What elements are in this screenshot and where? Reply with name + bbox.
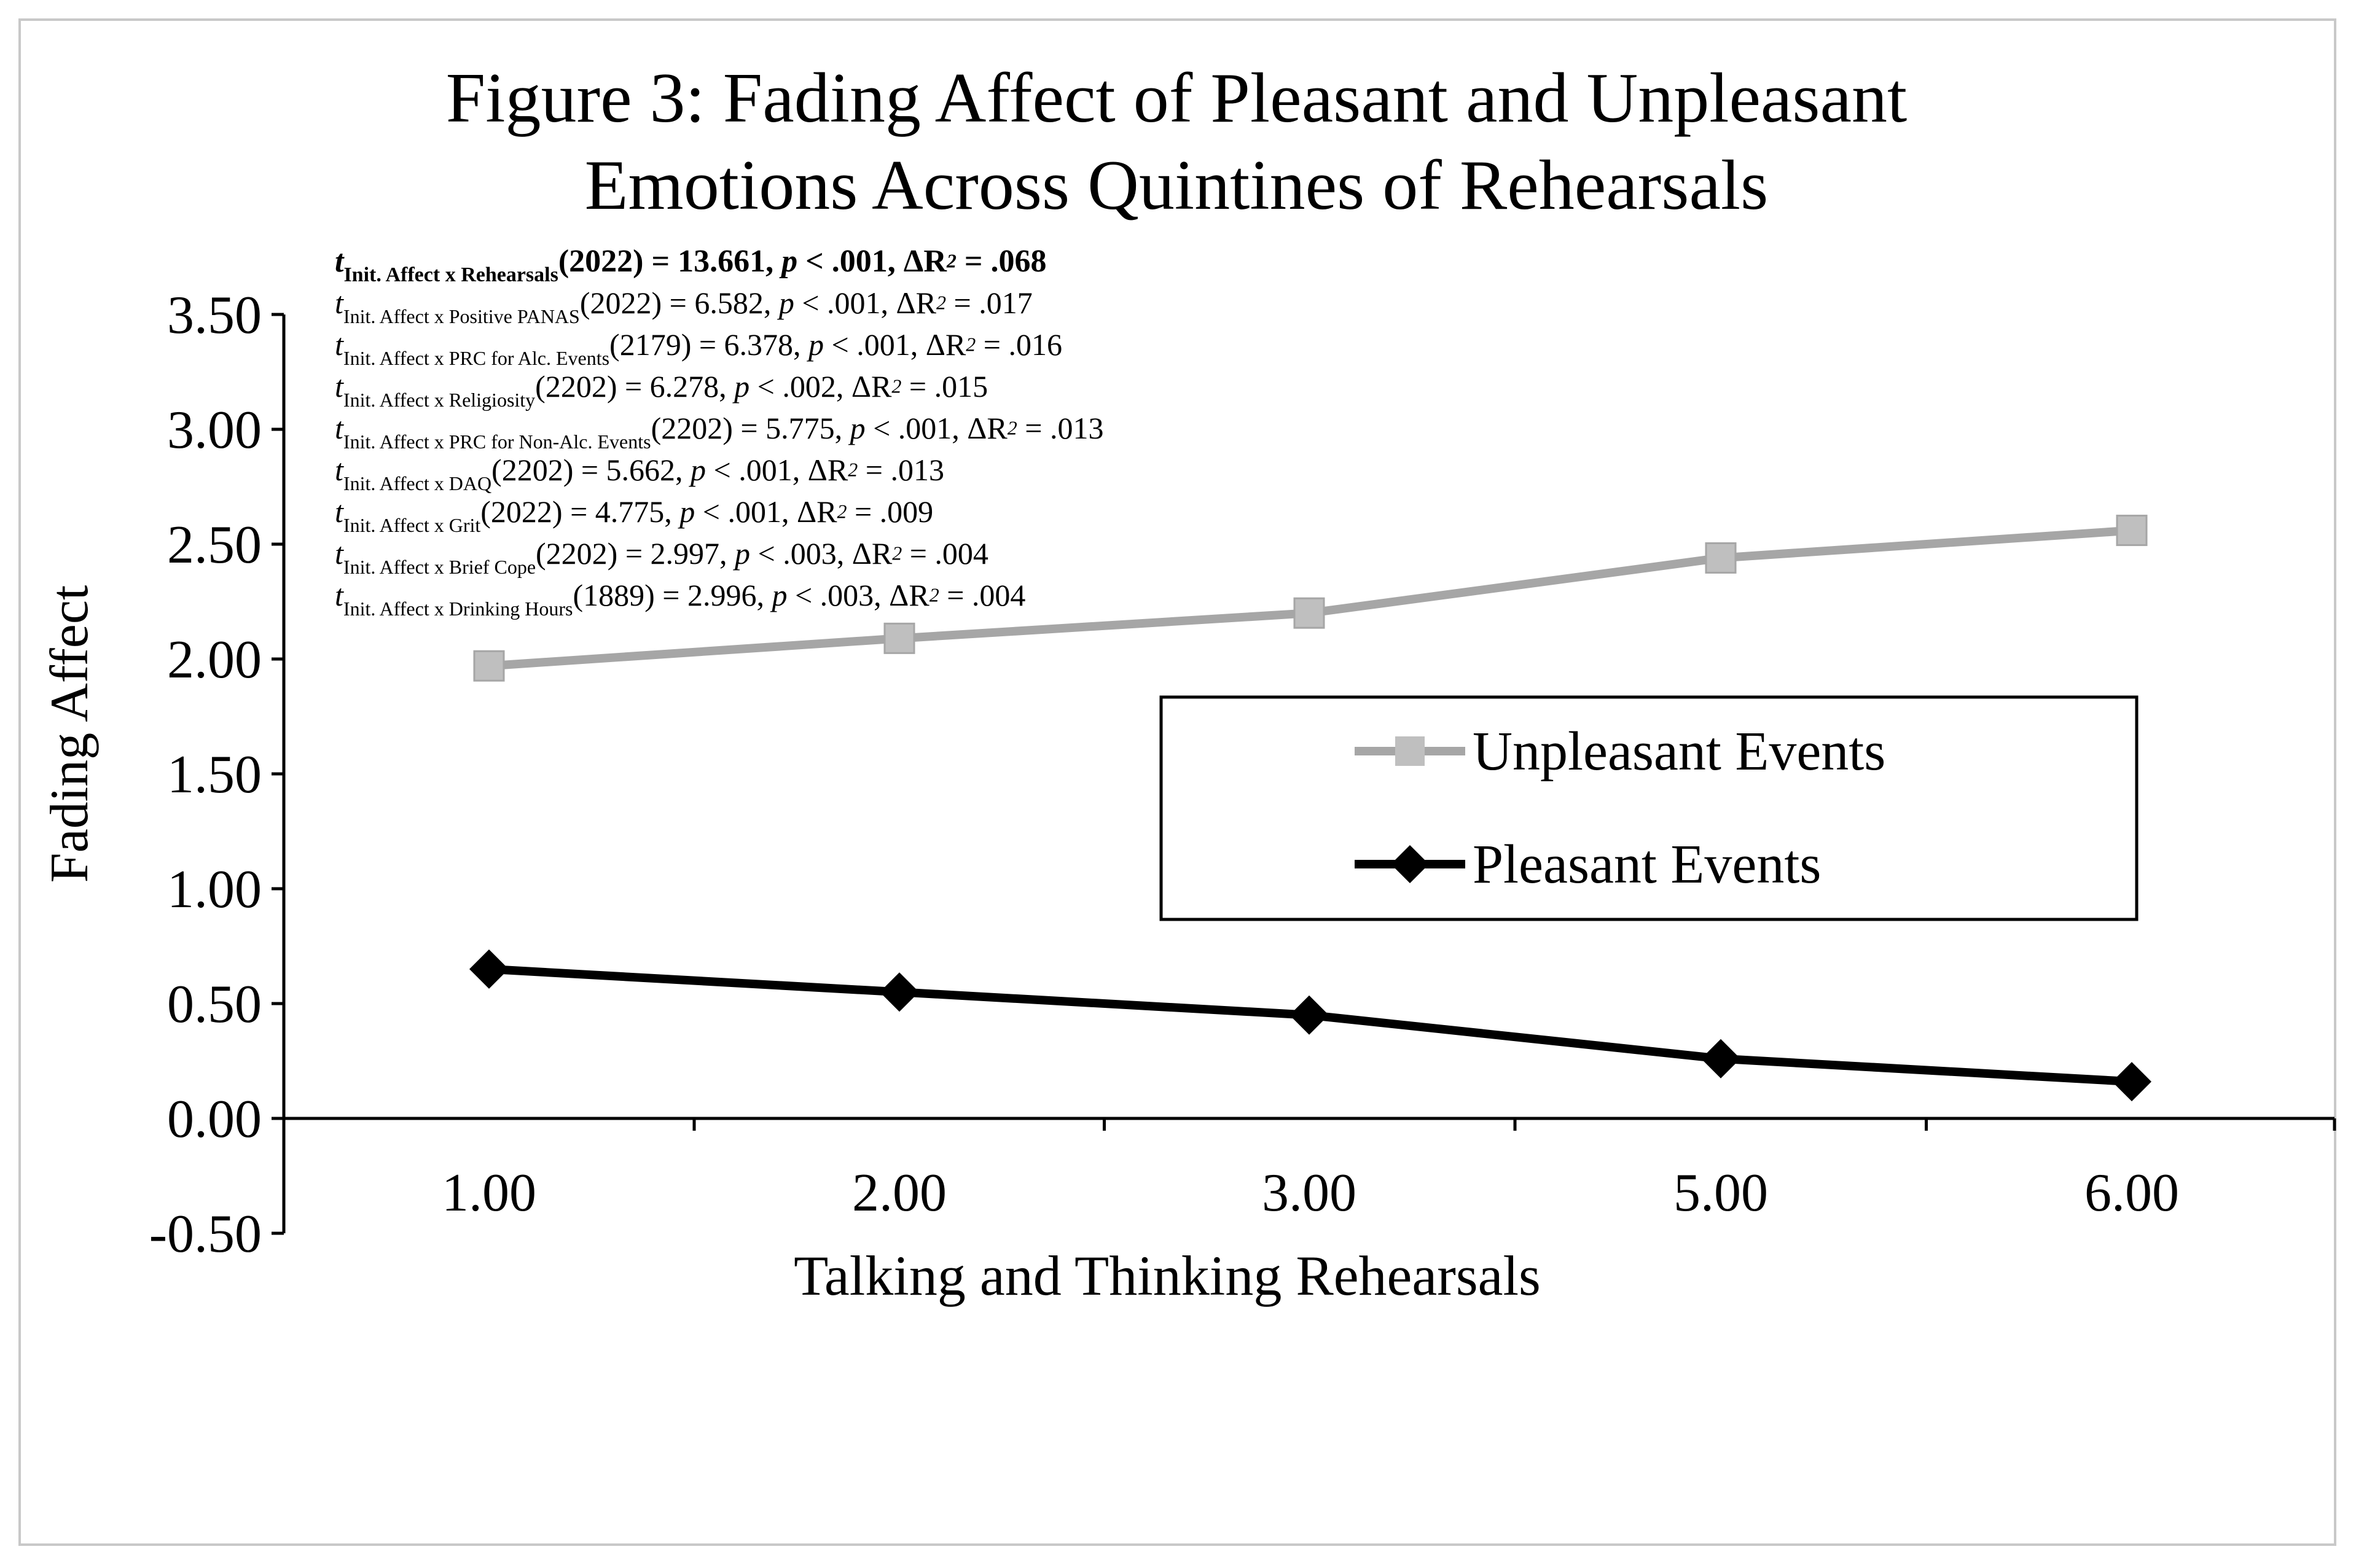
- stat-annotation: tInit. Affect x Religiosity(2202) = 6.27…: [335, 369, 988, 411]
- x-tick-label: 5.00: [1673, 1163, 1768, 1223]
- data-point-unpleasant-events: [473, 650, 505, 682]
- data-point-unpleasant-events: [1705, 542, 1737, 574]
- y-tick-label: 0.00: [167, 1090, 262, 1149]
- data-point-pleasant-events: [469, 949, 509, 989]
- y-tick-label: 2.50: [167, 515, 262, 575]
- x-tick-label: 2.00: [852, 1163, 947, 1223]
- y-axis: 3.50 3.00 2.50 2.00 1.50 1.00 0.50 0.00 -0.50: [149, 286, 286, 1264]
- y-axis-label: Fading Affect: [40, 585, 100, 883]
- legend-box: [1159, 695, 2139, 921]
- legend: Unpleasant Events Pleasant Events: [1159, 695, 2139, 921]
- y-tick-label: -0.50: [149, 1204, 262, 1264]
- y-tick-label: 3.00: [167, 400, 262, 460]
- chart-title-line-1: Figure 3: Fading Affect of Pleasant and …: [446, 59, 1908, 138]
- stat-annotation: tInit. Affect x Rehearsals(2022) = 13.66…: [335, 244, 1047, 286]
- stat-annotation: tInit. Affect x PRC for Non-Alc. Events(…: [335, 411, 1104, 453]
- data-point-unpleasant-events: [1293, 597, 1325, 629]
- legend-label-pleasant: Pleasant Events: [1473, 834, 1821, 895]
- stat-annotation: tInit. Affect x PRC for Alc. Events(2179…: [335, 327, 1062, 369]
- stat-annotation: tInit. Affect x DAQ(2202) = 5.662, p < .…: [335, 453, 944, 494]
- y-tick-label: 1.50: [167, 745, 262, 805]
- x-tick-label: 3.00: [1262, 1163, 1356, 1223]
- stat-annotation: tInit. Affect x Brief Cope(2202) = 2.997…: [335, 536, 988, 578]
- stat-annotation: tInit. Affect x Positive PANAS(2022) = 6…: [335, 286, 1033, 327]
- chart-title-line-2: Emotions Across Quintines of Rehearsals: [585, 146, 1769, 225]
- x-tick-label: 1.00: [442, 1163, 536, 1223]
- legend-marker-pleasant: [1391, 845, 1429, 883]
- data-point-pleasant-events: [880, 972, 919, 1012]
- data-point-pleasant-events: [1290, 995, 1329, 1035]
- legend-label-unpleasant: Unpleasant Events: [1473, 721, 1885, 782]
- y-tick-label: 2.00: [167, 630, 262, 690]
- x-axis: 1.00 2.00 3.00 5.00 6.00: [282, 1117, 2336, 1223]
- data-point-pleasant-events: [1701, 1039, 1740, 1078]
- stat-annotation: tInit. Affect x Grit(2022) = 4.775, p < …: [335, 494, 934, 536]
- data-point-pleasant-events: [2112, 1062, 2151, 1102]
- legend-marker-unpleasant: [1395, 736, 1425, 766]
- data-point-unpleasant-events: [2116, 515, 2148, 547]
- series-layer: [469, 515, 2151, 1102]
- x-tick-label: 6.00: [2084, 1163, 2179, 1223]
- x-axis-label: Talking and Thinking Rehearsals: [794, 1244, 1541, 1307]
- data-point-unpleasant-events: [883, 622, 915, 654]
- y-tick-label: 0.50: [167, 975, 262, 1034]
- stat-annotation: tInit. Affect x Drinking Hours(1889) = 2…: [335, 578, 1026, 620]
- y-tick-label: 1.00: [167, 860, 262, 919]
- y-tick-label: 3.50: [167, 286, 262, 345]
